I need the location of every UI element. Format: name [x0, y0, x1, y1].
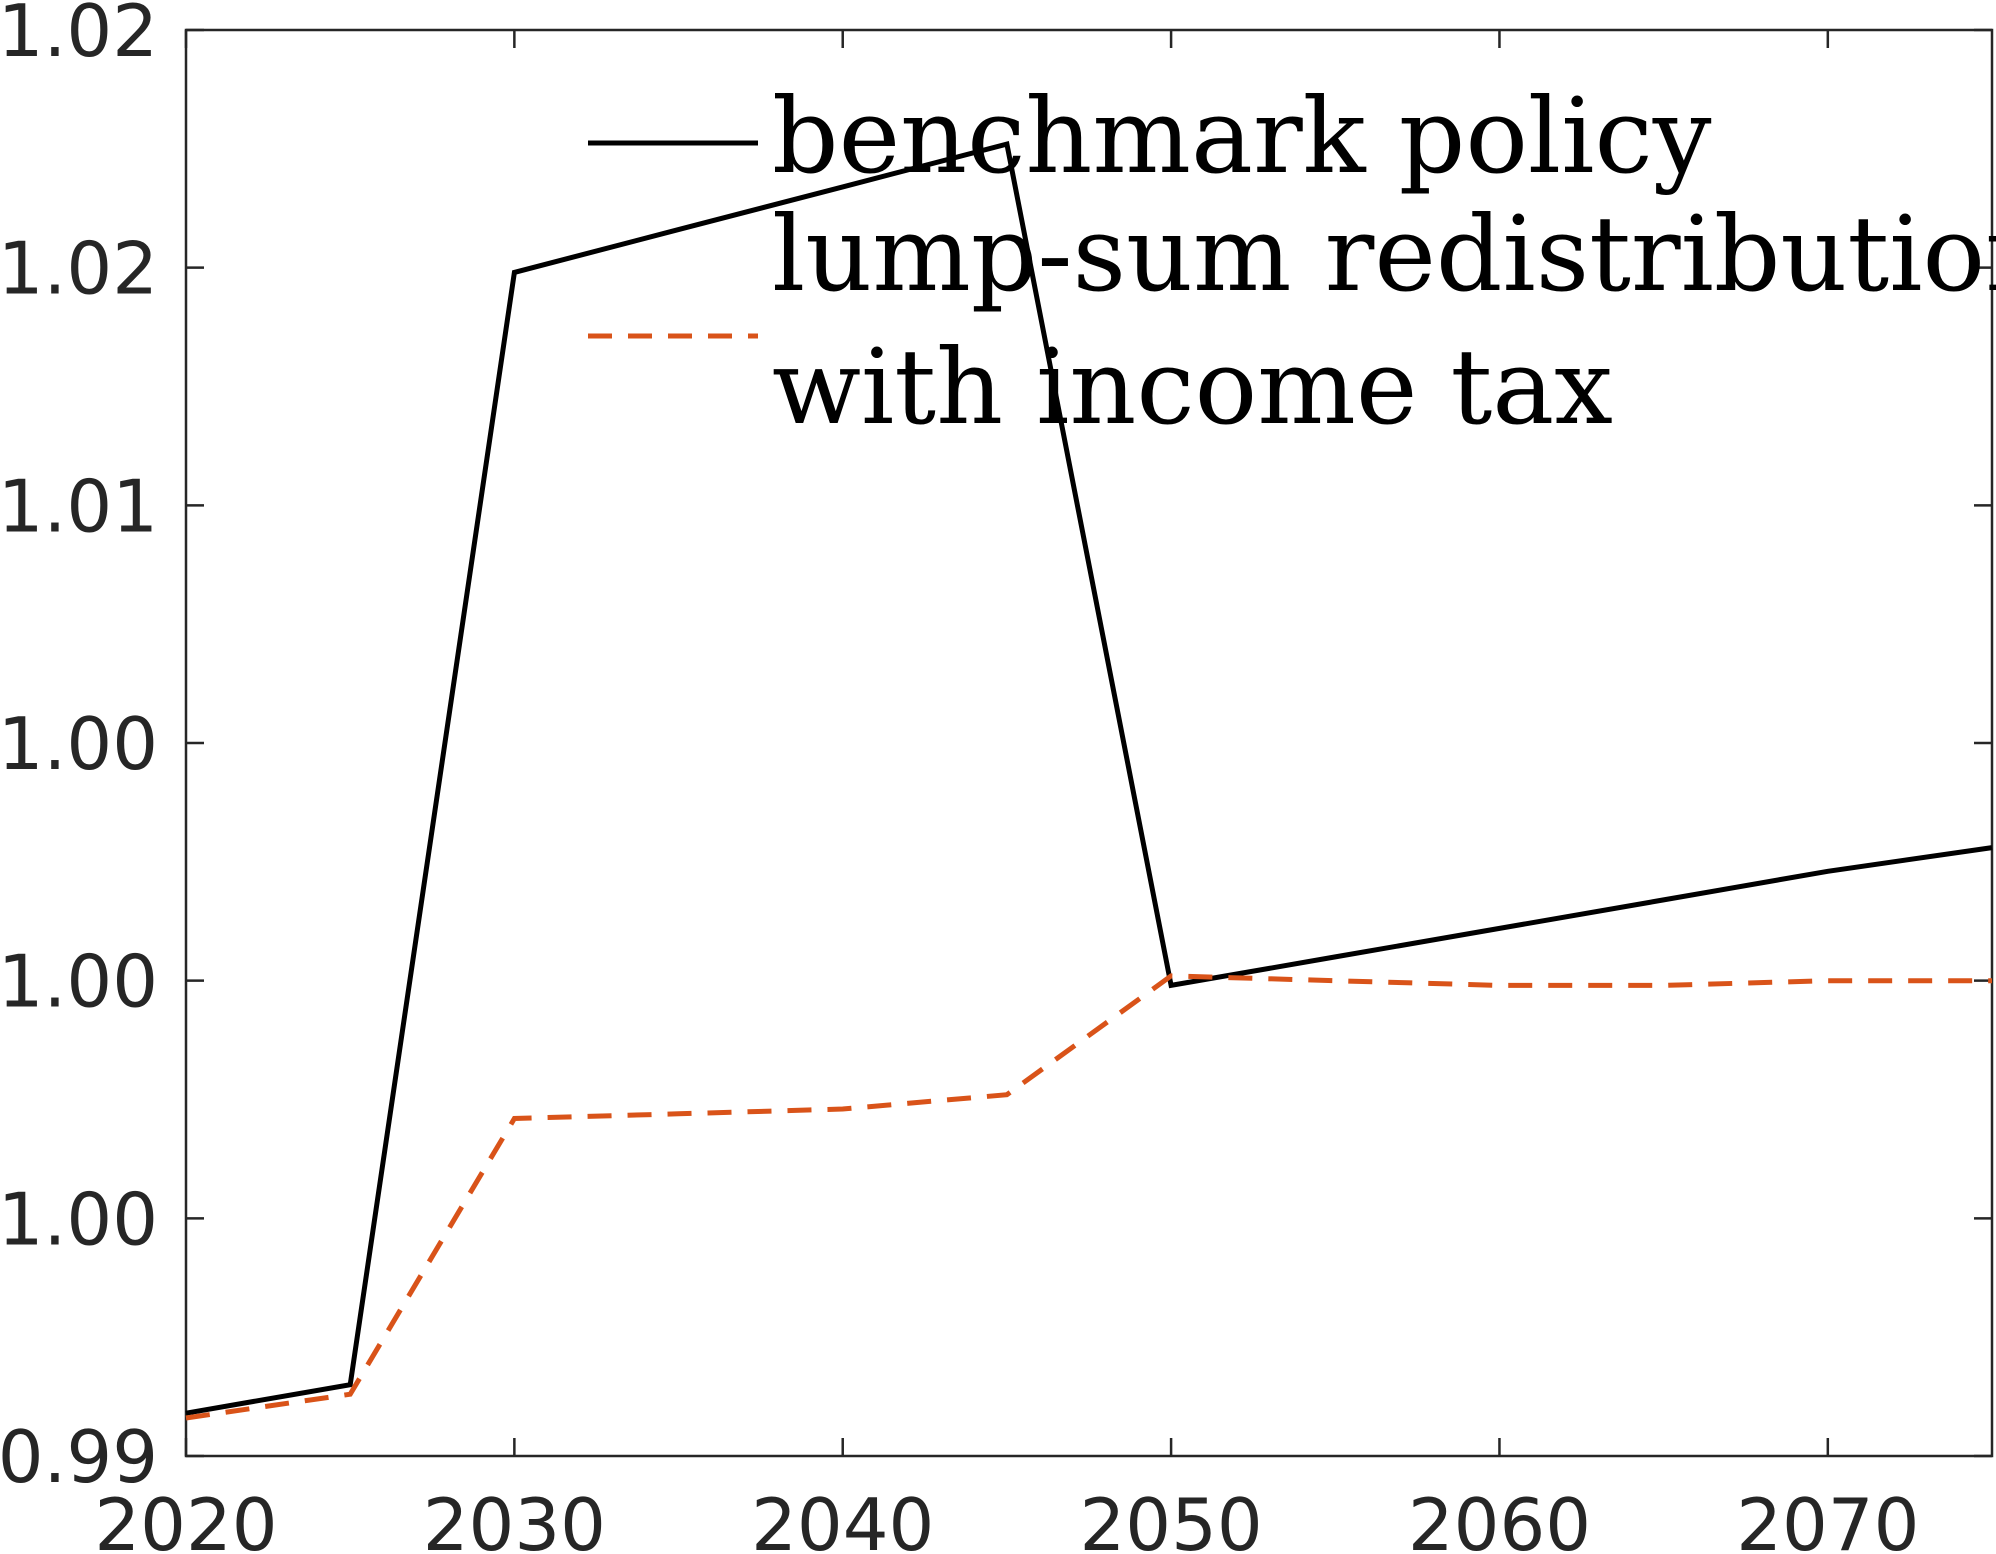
x-tick-label: 2030 — [423, 1483, 606, 1554]
series-line-income-tax — [185, 973, 1992, 1421]
legend: benchmark policy lump-sum redistribution… — [588, 75, 1996, 448]
x-tick-label: 2050 — [1079, 1483, 1262, 1554]
y-axis: 0.99 1.00 1.00 1.00 1.01 1.02 1.02 — [0, 0, 1992, 1499]
x-tick-label: 2070 — [1736, 1483, 1919, 1554]
legend-label-line-2: lump-sum redistribution — [772, 193, 1996, 315]
legend-label-line-3: with income tax — [772, 326, 1613, 448]
y-tick-label: 1.02 — [0, 227, 158, 311]
y-tick-label: 0.99 — [0, 1415, 158, 1499]
x-axis: 2020 2030 2040 2050 2060 2070 — [94, 30, 1919, 1554]
legend-label-line-1: benchmark policy — [772, 75, 1712, 197]
x-tick-label: 2060 — [1408, 1483, 1591, 1554]
y-tick-label: 1.00 — [0, 940, 158, 1024]
y-tick-label: 1.00 — [0, 702, 158, 786]
x-tick-label: 2040 — [751, 1483, 934, 1554]
y-tick-label: 1.02 — [0, 0, 158, 73]
y-tick-label: 1.00 — [0, 1177, 158, 1261]
y-tick-label: 1.01 — [0, 464, 158, 548]
series-line-benchmark — [185, 141, 1993, 1416]
x-tick-label: 2020 — [94, 1483, 277, 1554]
series-group — [185, 141, 1993, 1421]
